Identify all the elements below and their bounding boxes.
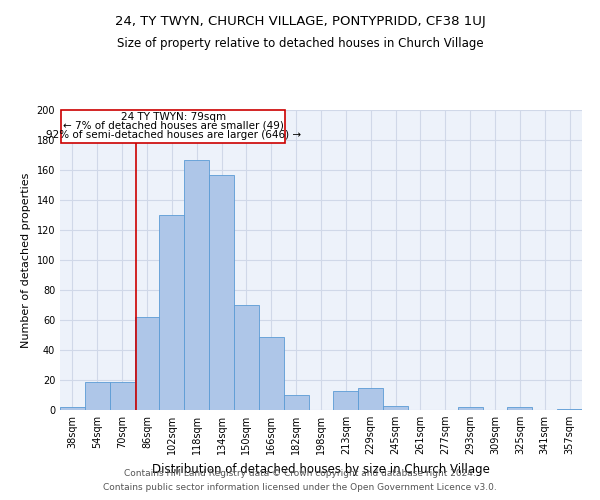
Text: Contains HM Land Registry data © Crown copyright and database right 2024.: Contains HM Land Registry data © Crown c… — [124, 468, 476, 477]
Bar — [284, 395, 308, 410]
FancyBboxPatch shape — [61, 110, 285, 143]
Text: 92% of semi-detached houses are larger (646) →: 92% of semi-detached houses are larger (… — [46, 130, 301, 140]
Text: 24, TY TWYN, CHURCH VILLAGE, PONTYPRIDD, CF38 1UJ: 24, TY TWYN, CHURCH VILLAGE, PONTYPRIDD,… — [115, 15, 485, 28]
Text: 24 TY TWYN: 79sqm: 24 TY TWYN: 79sqm — [121, 112, 226, 122]
Text: Size of property relative to detached houses in Church Village: Size of property relative to detached ho… — [116, 38, 484, 51]
Bar — [160, 215, 184, 410]
Bar — [259, 336, 284, 410]
Bar — [334, 390, 358, 410]
Text: Contains public sector information licensed under the Open Government Licence v3: Contains public sector information licen… — [103, 484, 497, 492]
Bar — [234, 305, 259, 410]
Bar — [557, 408, 582, 410]
Bar — [110, 382, 134, 410]
Bar — [358, 388, 383, 410]
Bar — [209, 174, 234, 410]
Bar — [85, 382, 110, 410]
Bar — [508, 407, 532, 410]
Bar — [134, 317, 160, 410]
Y-axis label: Number of detached properties: Number of detached properties — [21, 172, 31, 348]
Text: ← 7% of detached houses are smaller (49): ← 7% of detached houses are smaller (49) — [62, 120, 284, 130]
Bar — [184, 160, 209, 410]
Bar — [60, 407, 85, 410]
Bar — [383, 406, 408, 410]
X-axis label: Distribution of detached houses by size in Church Village: Distribution of detached houses by size … — [152, 462, 490, 475]
Bar — [458, 407, 482, 410]
